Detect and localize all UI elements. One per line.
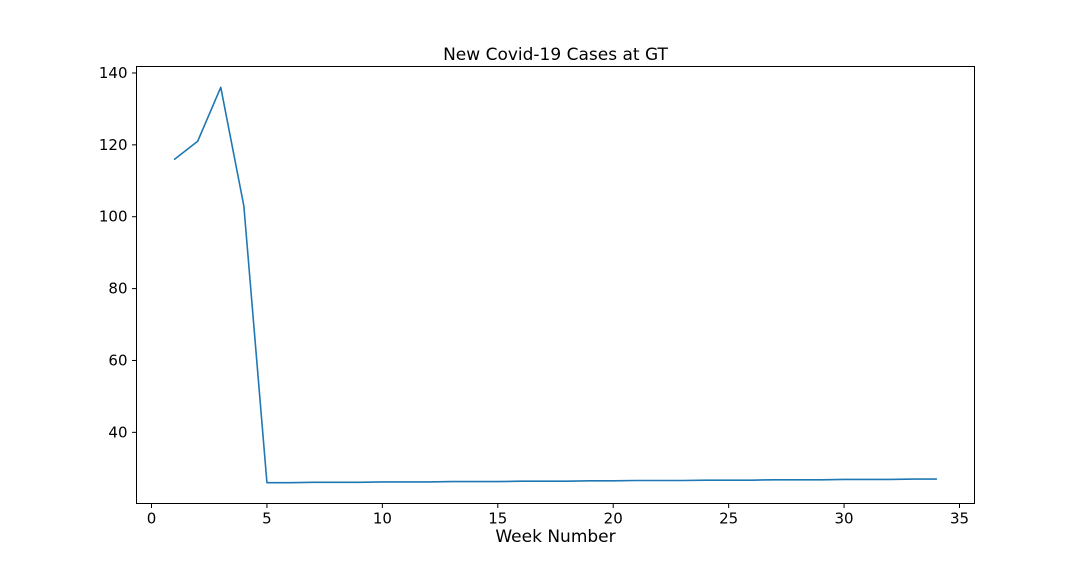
y-tick-label: 60 — [108, 351, 127, 369]
chart-title: New Covid-19 Cases at GT — [443, 45, 668, 65]
x-tick-label: 15 — [488, 510, 507, 528]
x-axis-label: Week Number — [495, 527, 615, 547]
axes-spines — [136, 66, 975, 504]
x-tick-label: 20 — [604, 510, 623, 528]
axis-ticks: 0 5 10 15 20 25 30 35 40 60 80 100 120 140 — [99, 64, 969, 528]
y-tick-label: 100 — [99, 208, 128, 226]
y-tick-label: 80 — [108, 280, 127, 298]
y-tick-label: 40 — [108, 423, 127, 441]
x-tick-label: 0 — [147, 510, 157, 528]
x-tick-label: 30 — [835, 510, 854, 528]
x-tick-label: 35 — [950, 510, 969, 528]
y-tick-label: 120 — [99, 136, 128, 154]
data-series — [173, 86, 938, 484]
axes-frame — [136, 66, 975, 504]
covid-cases-line — [173, 86, 938, 484]
y-tick-label: 140 — [99, 64, 128, 82]
x-tick-label: 10 — [373, 510, 392, 528]
plot-background — [136, 66, 975, 504]
x-tick-label: 25 — [719, 510, 738, 528]
x-tick-label: 5 — [262, 510, 272, 528]
plot-area — [136, 66, 975, 504]
